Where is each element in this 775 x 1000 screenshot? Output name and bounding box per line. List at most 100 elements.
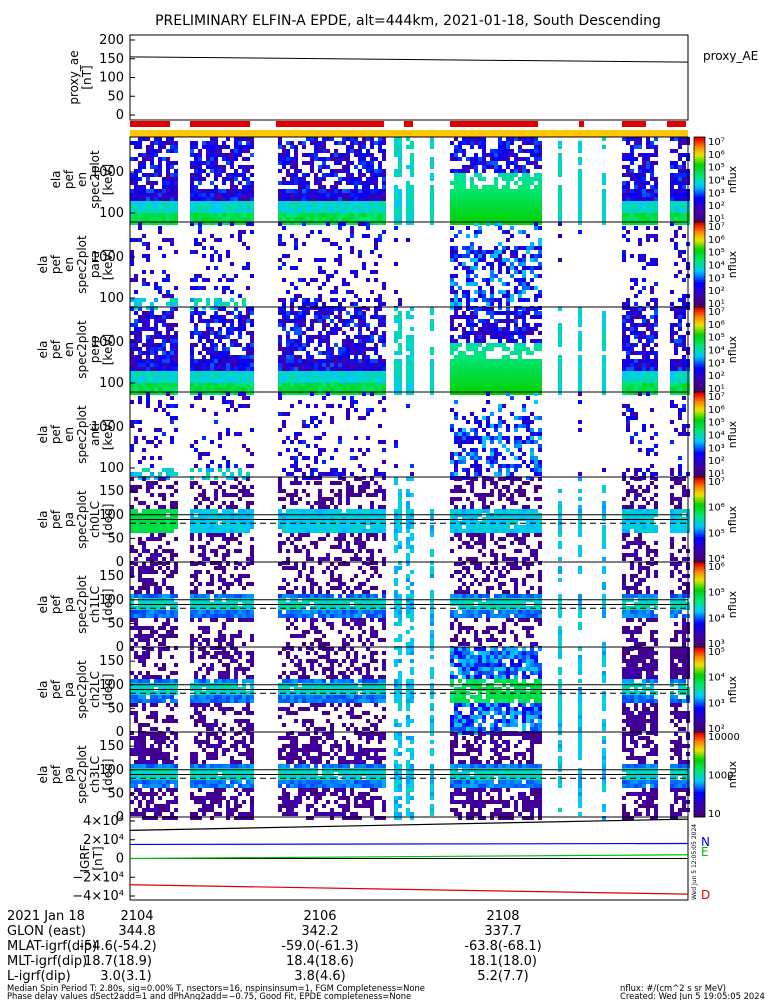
spec-cell	[298, 339, 302, 343]
spec-cell	[326, 392, 330, 396]
spec-cell	[222, 209, 226, 213]
spec-cell	[410, 169, 414, 173]
spec1-ylabel-4: [keV]	[101, 164, 115, 195]
spec-cell	[534, 383, 538, 387]
spec-cell	[510, 226, 514, 230]
spec-cell	[306, 153, 310, 157]
spec-cell	[538, 238, 542, 242]
spec-cell	[134, 197, 138, 201]
spec-cell	[526, 209, 530, 213]
spec-cell	[170, 177, 174, 181]
spec-cell	[326, 343, 330, 347]
spec-cell	[670, 302, 674, 306]
spec-cell	[146, 359, 150, 363]
spec-cell	[194, 298, 198, 302]
spec-cell	[314, 173, 318, 177]
spec-cell	[210, 363, 214, 367]
spec-cell	[134, 525, 138, 529]
spec-cell	[250, 153, 254, 157]
spec-panel-4: 1000100ela pef en spec2plot anti [keV]10⁷10⁶1…	[36, 392, 739, 480]
spec-cell	[162, 323, 166, 327]
spec-cell	[494, 153, 498, 157]
spec-cell	[374, 177, 378, 181]
spec-cell	[362, 416, 366, 420]
spec-cell	[642, 371, 646, 375]
spec-cell	[230, 149, 234, 153]
spec-cell	[346, 335, 350, 339]
spec-cell	[526, 189, 530, 193]
spec-cell	[486, 363, 490, 367]
spec-cell	[358, 323, 362, 327]
spec-cell	[470, 412, 474, 416]
spec-cell	[638, 323, 642, 327]
spec-cell	[602, 181, 606, 185]
spec-cell	[190, 347, 194, 351]
spec-cell	[238, 379, 242, 383]
spec-cell	[450, 205, 454, 209]
spec-cell	[166, 331, 170, 335]
spec-cell	[486, 432, 490, 436]
spec-cell	[474, 209, 478, 213]
spec-cell	[646, 234, 650, 238]
spec-cell	[278, 307, 282, 311]
spec-cell	[318, 193, 322, 197]
spec-cell	[218, 432, 222, 436]
spec-cell	[294, 363, 298, 367]
spec-cell	[338, 226, 342, 230]
spec-cell	[306, 387, 310, 391]
spec-cell	[578, 343, 582, 347]
spec-cell	[282, 367, 286, 371]
spec-cell	[506, 294, 510, 298]
spec-cell	[278, 189, 282, 193]
spec-cell	[454, 149, 458, 153]
spec-cell	[238, 363, 242, 367]
spec-cell	[190, 278, 194, 282]
spec-cell	[470, 177, 474, 181]
spec-panel-2: 1000100ela pef en spec2plot para [keV]10⁷10⁶1…	[36, 222, 739, 310]
spec-cell	[294, 387, 298, 391]
spec-cell	[318, 165, 322, 169]
spec-cell	[218, 258, 222, 262]
spec-cell	[250, 222, 254, 226]
spec-cell	[406, 339, 410, 343]
spec-cell	[430, 165, 434, 169]
spec-cell	[410, 375, 414, 379]
spec-cell	[674, 181, 678, 185]
spec-cell	[478, 355, 482, 359]
spec-cell	[158, 205, 162, 209]
spec-cell	[530, 217, 534, 221]
spec-cell	[478, 217, 482, 221]
spec-cell	[310, 319, 314, 323]
spec-cell	[142, 217, 146, 221]
spec-cell	[482, 363, 486, 367]
spec-cell	[198, 363, 202, 367]
spec-cell	[502, 420, 506, 424]
spec-cell	[362, 185, 366, 189]
spec-cell	[458, 298, 462, 302]
spec-cell	[214, 311, 218, 315]
spec-cell	[202, 246, 206, 250]
spec-cell	[398, 359, 402, 363]
spec-cell	[354, 197, 358, 201]
spec-cell	[322, 460, 326, 464]
spec-cell	[214, 351, 218, 355]
spec-cell	[214, 298, 218, 302]
spec-cell	[642, 428, 646, 432]
spec-cell	[314, 367, 318, 371]
spec-cell	[630, 209, 634, 213]
spec-cell	[578, 363, 582, 367]
spec-cell	[378, 209, 382, 213]
spec-cell	[474, 307, 478, 311]
spec-cell	[174, 302, 178, 306]
spec-cell	[398, 331, 402, 335]
spec-cell	[642, 185, 646, 189]
spec-cell	[530, 209, 534, 213]
spec-cell	[654, 217, 658, 221]
spec-cell	[498, 302, 502, 306]
spec-cell	[530, 201, 534, 205]
spec-cell	[454, 436, 458, 440]
spec-cell	[278, 201, 282, 205]
spec-cell	[642, 351, 646, 355]
spec-cell	[142, 193, 146, 197]
spec-cell	[522, 177, 526, 181]
